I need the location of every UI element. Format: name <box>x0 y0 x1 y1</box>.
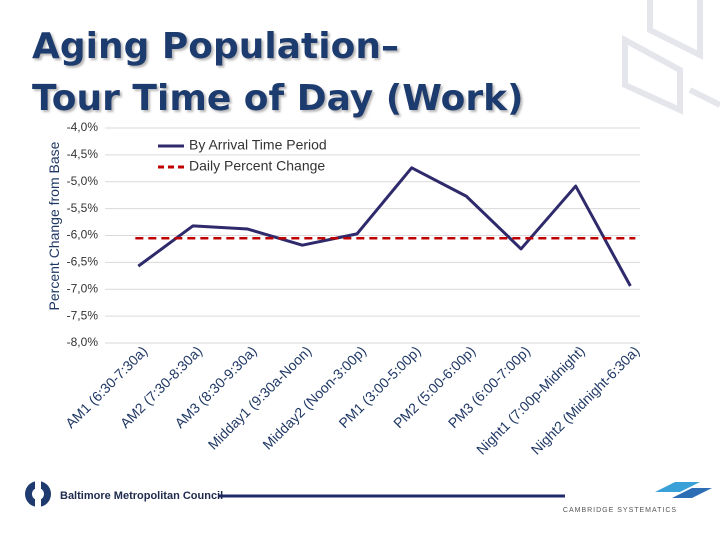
plot: -4,0% -4,5% -5,0% -5,5% -6,0% -6,5% -7,0% -7,5%… <box>62 120 642 457</box>
y-tick-label: -4,5% <box>67 147 99 161</box>
x-tick-label: Midday2 (Noon-3:00p) <box>259 343 369 453</box>
decoration <box>622 0 720 115</box>
cs-logo <box>655 482 712 498</box>
y-tick-label: -5,5% <box>67 201 99 215</box>
y-tick-label: -6,0% <box>67 228 99 242</box>
footer-left: Baltimore Metropolitan Council <box>60 490 223 502</box>
legend-label: By Arrival Time Period <box>189 137 327 153</box>
bmc-logo <box>25 480 51 508</box>
x-tick-label: Midday1 (9:30a-Noon) <box>205 343 315 453</box>
x-tick-label: Night1 (7:00p-Midnight) <box>473 343 588 458</box>
y-tick-label: -7,5% <box>67 308 99 322</box>
y-axis-label: Percent Change from Base <box>46 141 62 310</box>
legend-label: Daily Percent Change <box>189 158 325 174</box>
y-tick-label: -7,0% <box>67 281 99 295</box>
y-tick-label: -4,0% <box>67 120 99 134</box>
title-line: Tour Time of Day (Work) <box>32 78 524 119</box>
y-tick-label: -5,0% <box>67 174 99 188</box>
title-line: Aging Population– <box>32 26 399 67</box>
y-tick-label: -8,0% <box>67 335 99 349</box>
x-tick-label: Night2 (Midnight-6:30a) <box>528 343 643 458</box>
y-tick-label: -6,5% <box>67 255 99 269</box>
series-line <box>137 166 632 287</box>
footer-right: CAMBRIDGE SYSTEMATICS <box>563 507 677 514</box>
